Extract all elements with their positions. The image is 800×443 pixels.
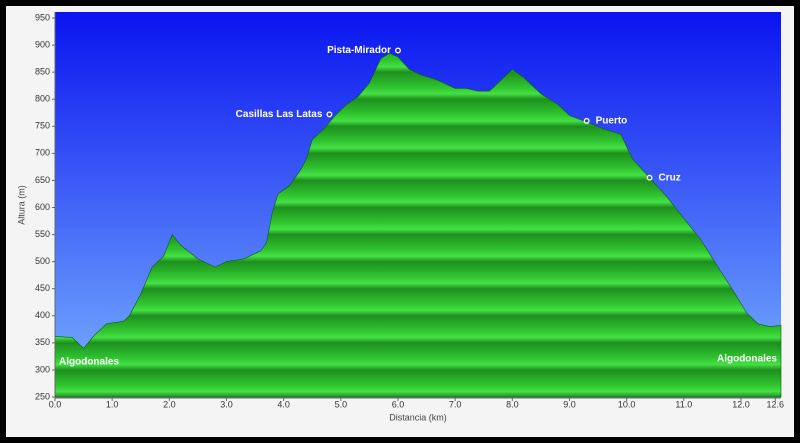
waypoint-marker (326, 111, 333, 118)
y-tick-label: 250 (35, 391, 50, 401)
y-tick-label: 750 (35, 121, 50, 131)
y-tick-label: 550 (35, 229, 50, 239)
x-tick-label: 5.0 (335, 399, 348, 409)
x-tick-label: 12.0 (732, 399, 750, 409)
y-tick-label: 600 (35, 202, 50, 212)
waypoint-marker (395, 47, 401, 54)
x-tick-label: 1.0 (106, 399, 119, 409)
x-tick-label: 0.0 (49, 399, 62, 409)
x-tick-label: 4.0 (277, 399, 290, 409)
waypoint-label: Puerto (596, 116, 628, 127)
y-tick-label: 700 (35, 148, 50, 158)
waypoint-label: Casillas Las Latas (236, 109, 323, 120)
waypoint-marker (646, 174, 653, 181)
x-axis-title: Distancia (km) (389, 412, 447, 422)
y-tick-label: 650 (35, 175, 50, 185)
y-tick-label: 900 (35, 39, 50, 49)
x-tick-label: 3.0 (220, 399, 233, 409)
y-axis-title: Altura (m) (16, 185, 26, 225)
x-tick-label: 2.0 (163, 399, 176, 409)
waypoint-marker (583, 117, 590, 124)
y-tick-label: 450 (35, 283, 50, 293)
start-label: Algodonales (59, 357, 119, 368)
x-tick-label: 12.6 (767, 399, 785, 409)
x-tick-label: 8.0 (506, 399, 519, 409)
x-tick-label: 9.0 (563, 399, 576, 409)
y-tick-label: 850 (35, 67, 50, 77)
waypoint-label: Cruz (659, 172, 681, 183)
waypoint-label: Pista-Mirador (327, 45, 391, 56)
y-tick-label: 400 (35, 310, 50, 320)
end-label: Algodonales (717, 354, 777, 365)
x-tick-label: 11.0 (675, 399, 692, 409)
y-tick-label: 950 (35, 12, 50, 22)
x-tick-label: 6.0 (392, 399, 405, 409)
y-tick-label: 800 (35, 94, 50, 104)
x-tick-label: 10.0 (618, 399, 636, 409)
elevation-area (54, 52, 782, 398)
y-tick-label: 350 (35, 337, 50, 347)
y-tick-label: 500 (35, 256, 50, 266)
x-tick-label: 7.0 (449, 399, 462, 409)
y-tick-label: 300 (35, 364, 50, 374)
